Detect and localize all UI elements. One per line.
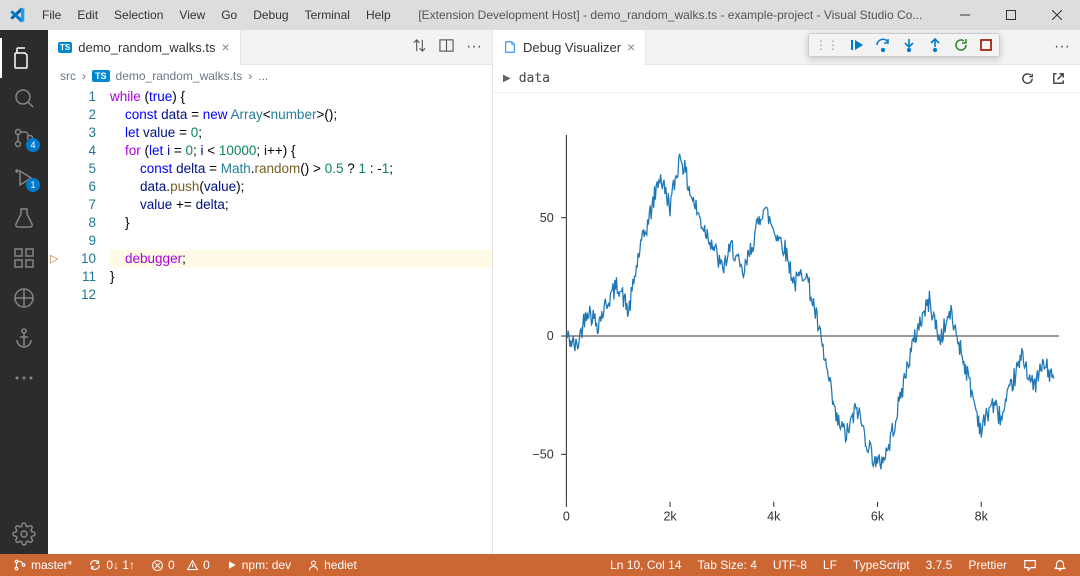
status-sync[interactable]: 0↓ 1↑: [83, 558, 140, 572]
status-language[interactable]: TypeScript: [848, 558, 915, 572]
editor-tab[interactable]: TS demo_random_walks.ts ×: [48, 30, 241, 65]
anchor-icon[interactable]: [0, 318, 48, 358]
tab-close-icon[interactable]: ×: [627, 39, 635, 55]
svg-text:4k: 4k: [767, 510, 781, 524]
status-bell-icon[interactable]: [1048, 558, 1072, 572]
title-bar: File Edit Selection View Go Debug Termin…: [0, 0, 1080, 30]
editor-group-left: TS demo_random_walks.ts × ··· src › TS d…: [48, 30, 493, 554]
debug-step-into-icon[interactable]: [901, 37, 917, 53]
source-control-icon[interactable]: 4: [0, 118, 48, 158]
svg-text:6k: 6k: [871, 510, 885, 524]
breadcrumb-root[interactable]: src: [60, 69, 76, 83]
breadcrumb-more[interactable]: ...: [258, 69, 268, 83]
chart-area: −50 0 50 0 2k 4k 6k 8k: [493, 93, 1080, 554]
menu-file[interactable]: File: [34, 8, 69, 22]
editor-more-icon[interactable]: ···: [1054, 38, 1070, 56]
editor-tab-label: demo_random_walks.ts: [78, 40, 215, 55]
test-icon[interactable]: [0, 198, 48, 238]
vscode-logo-icon: [0, 7, 34, 23]
code-editor[interactable]: ▷ 123456789101112 while (true) { const d…: [48, 87, 492, 554]
explorer-icon[interactable]: [0, 38, 48, 78]
debug-restart-icon[interactable]: [953, 37, 969, 53]
debug-step-over-icon[interactable]: [875, 37, 891, 53]
live-share-icon[interactable]: [0, 278, 48, 318]
debug-icon[interactable]: 1: [0, 158, 48, 198]
window-minimize-icon[interactable]: [942, 0, 988, 30]
more-icon[interactable]: [0, 358, 48, 398]
svg-text:2k: 2k: [663, 510, 677, 524]
tab-close-icon[interactable]: ×: [222, 39, 230, 55]
status-ts-version[interactable]: 3.7.5: [921, 558, 958, 572]
editor-group-right: Debug Visualizer × ··· ⋮⋮ ▶ data: [493, 30, 1080, 554]
drag-grip-icon[interactable]: ⋮⋮: [815, 38, 839, 52]
status-branch[interactable]: master*: [8, 558, 77, 572]
expression-input[interactable]: data: [519, 71, 1008, 86]
debug-stop-icon[interactable]: [979, 38, 993, 52]
extensions-icon[interactable]: [0, 238, 48, 278]
status-feedback-icon[interactable]: [1018, 558, 1042, 572]
editor-more-icon[interactable]: ···: [466, 38, 482, 56]
status-encoding[interactable]: UTF-8: [768, 558, 812, 572]
menu-edit[interactable]: Edit: [69, 8, 106, 22]
window-title: [Extension Development Host] - demo_rand…: [399, 8, 942, 22]
svg-text:50: 50: [540, 211, 554, 225]
status-eol[interactable]: LF: [818, 558, 842, 572]
typescript-file-icon: TS: [92, 70, 110, 82]
menu-selection[interactable]: Selection: [106, 8, 171, 22]
debug-badge: 1: [26, 178, 40, 192]
menu-view[interactable]: View: [171, 8, 213, 22]
svg-text:8k: 8k: [975, 510, 989, 524]
refresh-icon[interactable]: [1016, 71, 1039, 86]
activity-bar: 4 1: [0, 30, 48, 554]
preview-icon: [503, 40, 517, 54]
svg-text:−50: −50: [532, 448, 553, 462]
visualizer-tab[interactable]: Debug Visualizer ×: [493, 30, 646, 65]
breakpoint-current-icon[interactable]: ▷: [50, 250, 58, 268]
menu-terminal[interactable]: Terminal: [297, 8, 358, 22]
visualizer-tab-label: Debug Visualizer: [523, 40, 621, 55]
status-bar: master* 0↓ 1↑ 0 0 npm: dev hediet Ln 10,…: [0, 554, 1080, 576]
menu-help[interactable]: Help: [358, 8, 399, 22]
status-formatter[interactable]: Prettier: [963, 558, 1012, 572]
menu-go[interactable]: Go: [213, 8, 245, 22]
line-number-gutter: 123456789101112: [66, 87, 110, 554]
debug-step-out-icon[interactable]: [927, 37, 943, 53]
breadcrumb-file[interactable]: demo_random_walks.ts: [116, 69, 243, 83]
svg-text:0: 0: [547, 329, 554, 343]
popout-icon[interactable]: [1047, 71, 1070, 86]
status-cursor[interactable]: Ln 10, Col 14: [605, 558, 686, 572]
split-editor-icon[interactable]: [439, 38, 454, 56]
breadcrumb[interactable]: src › TS demo_random_walks.ts › ...: [48, 65, 492, 87]
menu-debug[interactable]: Debug: [245, 8, 296, 22]
scm-badge: 4: [26, 138, 40, 152]
window-maximize-icon[interactable]: [988, 0, 1034, 30]
debug-toolbar[interactable]: ⋮⋮: [808, 33, 1000, 57]
debug-continue-icon[interactable]: [849, 37, 865, 53]
expression-bar: ▶ data: [493, 65, 1080, 93]
status-problems[interactable]: 0 0: [146, 558, 215, 572]
status-tab-size[interactable]: Tab Size: 4: [693, 558, 762, 572]
compare-changes-icon[interactable]: [412, 38, 427, 56]
status-task[interactable]: npm: dev: [221, 558, 296, 572]
status-live-share[interactable]: hediet: [302, 558, 362, 572]
window-close-icon[interactable]: [1034, 0, 1080, 30]
settings-gear-icon[interactable]: [0, 514, 48, 554]
search-icon[interactable]: [0, 78, 48, 118]
svg-text:0: 0: [563, 510, 570, 524]
expand-tree-icon[interactable]: ▶: [503, 73, 511, 84]
typescript-file-icon: TS: [58, 42, 72, 53]
